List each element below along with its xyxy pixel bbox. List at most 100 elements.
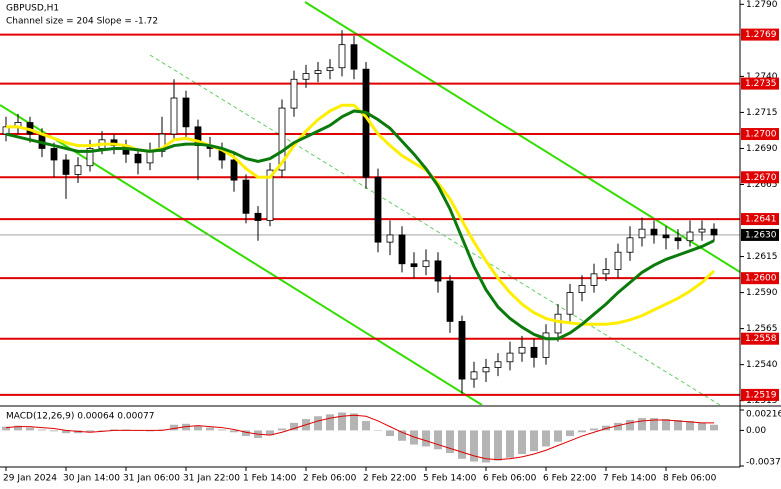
candle-body: [422, 260, 430, 268]
candle-body: [266, 169, 274, 221]
x-tick-label: 6 Feb 22:00: [543, 474, 597, 484]
macd-bar: [578, 430, 586, 433]
candle-body: [242, 179, 250, 214]
candle-body: [590, 273, 598, 286]
level-label: 1.2600: [745, 274, 777, 284]
macd-bar: [686, 420, 694, 431]
level-label: 1.2769: [745, 30, 777, 40]
candle-body: [338, 44, 346, 69]
y-tick-label: 1.2665: [746, 180, 778, 190]
macd-bar: [626, 420, 634, 431]
moving-average: [5, 109, 715, 341]
y-tick-label: -0.00377: [746, 458, 781, 468]
x-tick-label: 6 Feb 06:00: [483, 474, 537, 484]
macd-bar: [86, 430, 94, 433]
macd-bar: [386, 430, 394, 437]
level-tag: [741, 171, 779, 184]
x-tick-label: 2 Feb 22:00: [363, 474, 417, 484]
macd-bar: [326, 414, 334, 431]
macd-bar: [14, 425, 22, 431]
candle-body: [458, 321, 466, 380]
candle-body: [314, 70, 322, 74]
macd-bar: [638, 418, 646, 431]
candle-body: [638, 228, 646, 239]
macd-bar: [446, 430, 454, 454]
candle-body: [374, 176, 382, 243]
candle-body: [602, 269, 610, 275]
macd-bar: [278, 428, 286, 431]
macd-bar: [38, 429, 46, 431]
x-tick-label: 5 Feb 14:00: [423, 474, 477, 484]
macd-bar: [26, 427, 34, 431]
level-tag: [741, 28, 779, 41]
macd-bar: [350, 413, 358, 431]
macd-bar: [242, 430, 250, 437]
macd-bar: [458, 430, 466, 459]
candle-body: [230, 159, 238, 181]
x-tick-label: 30 Jan 14:00: [63, 474, 120, 484]
candle-body: [578, 284, 586, 293]
channel-upper: [304, 1, 740, 273]
candle-body: [254, 212, 262, 221]
macd-bar: [710, 424, 718, 431]
macd-bar: [530, 430, 538, 452]
y-tick-label: 1.2790: [746, 0, 778, 10]
y-tick-label: 1.2515: [746, 396, 778, 406]
level-tag: [741, 332, 779, 345]
macd-bar: [590, 428, 598, 431]
macd-bar: [506, 430, 514, 458]
candle-body: [650, 228, 658, 236]
macd-title: MACD(12,26,9) 0.00064 0.00077: [6, 412, 155, 422]
candle-body: [542, 332, 550, 358]
y-tick-label: 1.2540: [746, 360, 778, 370]
macd-bar: [518, 430, 526, 455]
level-tag: [741, 213, 779, 226]
macd-bar: [266, 430, 274, 436]
candle-body: [626, 237, 634, 253]
candle-body: [410, 263, 418, 268]
candle-body: [146, 150, 154, 164]
level-tag: [741, 388, 779, 401]
level-tag: [741, 77, 779, 90]
candle-body: [434, 260, 442, 282]
candle-body: [554, 313, 562, 334]
candle-body: [62, 159, 70, 175]
level-label: 1.2670: [745, 173, 777, 183]
candle-body: [134, 153, 142, 164]
macd-bar: [170, 424, 178, 431]
candle-body: [74, 165, 82, 175]
candle-body: [674, 237, 682, 242]
candle-body: [662, 234, 670, 239]
y-tick-label: 1.2690: [746, 144, 778, 154]
macd-bar: [194, 425, 202, 431]
y-tick-label: 1.2715: [746, 108, 778, 118]
candle-body: [290, 78, 298, 109]
chart-subtitle: Channel size = 204 Slope = -1.72: [6, 17, 158, 27]
macd-bar: [554, 430, 562, 442]
candle-body: [326, 67, 334, 72]
candle-body: [86, 148, 94, 167]
signal-line: [5, 414, 714, 461]
candle-body: [482, 367, 490, 373]
candle-body: [170, 97, 178, 135]
chart-title: GBPUSD,H1: [6, 4, 59, 14]
macd-bar: [434, 430, 442, 450]
x-tick-label: 8 Feb 06:00: [663, 474, 717, 484]
candle-body: [530, 346, 538, 358]
macd-bar: [62, 430, 70, 434]
macd-bar: [218, 429, 226, 431]
candle-body: [386, 234, 394, 243]
candle-body: [398, 234, 406, 265]
candle-body: [614, 251, 622, 270]
macd-bar: [98, 430, 106, 431]
y-tick-label: 0.00: [746, 426, 766, 436]
x-tick-label: 7 Feb 14:00: [603, 474, 657, 484]
macd-bar: [374, 430, 382, 431]
macd-bar: [2, 426, 10, 431]
macd-bar: [650, 418, 658, 431]
level-label: 1.2519: [745, 390, 777, 400]
macd-bar: [614, 422, 622, 431]
x-tick-label: 29 Jan 2024: [3, 474, 57, 484]
candle-body: [506, 352, 514, 363]
macd-bar: [470, 430, 478, 462]
